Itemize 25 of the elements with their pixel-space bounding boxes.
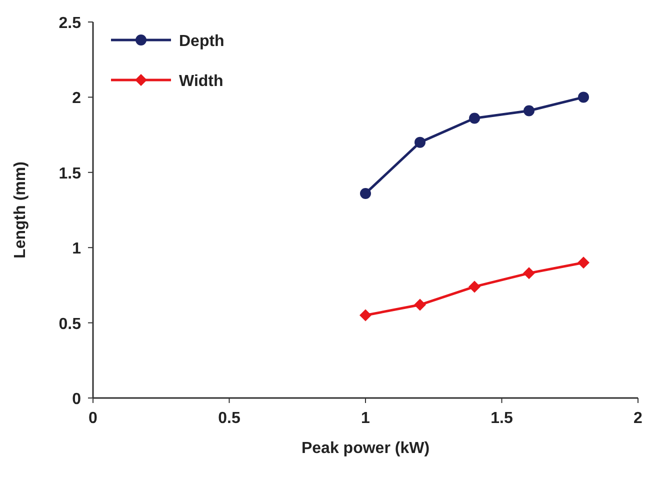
point	[360, 309, 372, 322]
x-tick-label: 1	[361, 410, 370, 427]
y-tick-label: 1.5	[58, 165, 82, 182]
point	[468, 280, 480, 293]
x-axis-title: Peak power (kW)	[301, 440, 430, 457]
point	[578, 256, 590, 269]
x-tick-label: 2	[634, 410, 643, 427]
y-tick-label: 1	[72, 240, 82, 258]
y-tick-label: 2.5	[58, 15, 82, 32]
x-tick-label: 0.5	[218, 410, 240, 427]
legend-label: Width	[179, 73, 224, 90]
y-axis-title: Length (mm)	[12, 162, 29, 258]
point	[523, 267, 535, 280]
point	[469, 112, 480, 124]
point	[578, 92, 589, 103]
point	[360, 188, 371, 199]
point	[524, 105, 534, 116]
y-tick-label: 0.5	[58, 316, 82, 333]
y-tick-label: 2	[72, 90, 82, 108]
legend-label: Depth	[179, 33, 224, 50]
point	[414, 136, 426, 148]
x-tick-label: 0	[88, 410, 98, 427]
x-tick-label: 1.5	[490, 410, 513, 427]
y-tick-label: 0	[72, 391, 82, 408]
point	[414, 298, 426, 311]
